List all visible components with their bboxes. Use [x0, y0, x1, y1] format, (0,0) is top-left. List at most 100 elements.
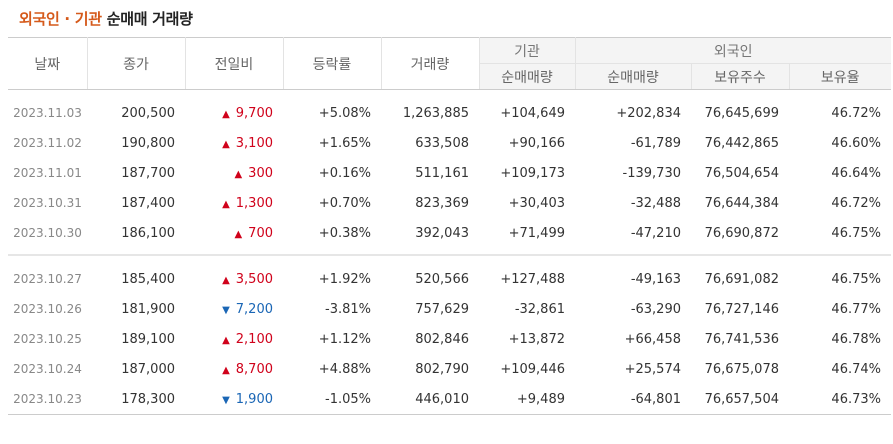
header-inst-group: 기관	[478, 37, 575, 64]
title-accent: 외국인 · 기관	[19, 10, 102, 28]
row-foreign-net: +202,834	[616, 105, 681, 121]
triangle-up-icon: ▲	[222, 108, 230, 120]
row-close: 189,100	[121, 331, 175, 347]
row-inst-net: +109,173	[500, 165, 565, 181]
row-close: 200,500	[121, 105, 175, 121]
row-volume: 802,846	[415, 331, 469, 347]
row-volume: 633,508	[415, 135, 469, 151]
row-rate: +5.08%	[318, 105, 371, 121]
triangle-down-icon: ▼	[222, 304, 230, 316]
row-inst-net: +13,872	[508, 331, 565, 347]
row-ratio: 46.73%	[789, 384, 891, 415]
row-date: 2023.10.31	[13, 196, 82, 210]
title-rest: 순매매 거래량	[106, 10, 193, 28]
row-close: 186,100	[121, 225, 175, 241]
header-foreign-group: 외국인	[574, 37, 891, 64]
row-date: 2023.10.30	[13, 226, 82, 240]
row-holdings: 76,442,865	[704, 135, 779, 151]
triangle-up-icon: ▲	[234, 168, 243, 180]
row-change-value: 3,100	[235, 135, 273, 151]
row-change: ▼ 1,900	[185, 384, 283, 415]
trading-table: 날짜 종가 전일비 등락률 거래량 기관 외국인 순매매량 순매매량 보유주수 …	[8, 37, 891, 415]
row-close: 190,800	[121, 135, 175, 151]
row-volume: 802,790	[415, 361, 469, 377]
row-change-value: 7,200	[235, 301, 273, 317]
row-holdings: 76,690,872	[704, 225, 779, 241]
row-close: 178,300	[87, 384, 185, 415]
row-inst-net: +9,489	[479, 384, 575, 415]
row-date: 2023.11.02	[13, 136, 82, 150]
table-row: 2023.10.31 187,400 ▲ 1,300 +0.70% 823,369 +30,…	[8, 188, 891, 218]
row-date: 2023.11.03	[13, 106, 82, 120]
row-holdings: 76,645,699	[704, 105, 779, 121]
section-title: 외국인 · 기관 순매매 거래량	[19, 8, 193, 29]
row-foreign-net: -49,163	[630, 271, 681, 287]
row-rate: +1.12%	[318, 331, 371, 347]
table-body: 2023.11.03 200,500 ▲ 9,700 +5.08% 1,263,885 +1…	[8, 90, 891, 415]
row-change-value: 8,700	[235, 361, 273, 377]
row-ratio: 46.64%	[831, 165, 881, 181]
row-volume: 757,629	[415, 301, 469, 317]
row-volume: 823,369	[415, 195, 469, 211]
row-foreign-net: +25,574	[624, 361, 681, 377]
row-holdings: 76,675,078	[704, 361, 779, 377]
row-rate: +0.70%	[318, 195, 371, 211]
row-date: 2023.10.27	[13, 272, 82, 286]
row-date: 2023.10.26	[13, 302, 82, 316]
header-change: 전일비	[184, 37, 283, 90]
row-foreign-net: -32,488	[630, 195, 681, 211]
row-ratio: 46.72%	[831, 195, 881, 211]
header-date: 날짜	[8, 37, 87, 90]
header-ratio: 보유율	[788, 63, 891, 90]
row-date: 2023.10.23	[8, 384, 87, 415]
table-row: 2023.11.01 187,700 ▲ 300 +0.16% 511,161 +109,1…	[8, 158, 891, 188]
triangle-up-icon: ▲	[222, 198, 230, 210]
row-volume: 392,043	[415, 225, 469, 241]
row-change-value: 700	[248, 225, 273, 241]
row-rate: -3.81%	[325, 301, 371, 317]
row-close: 185,400	[121, 271, 175, 287]
row-close: 181,900	[121, 301, 175, 317]
row-change: ▼ 7,200	[185, 294, 283, 324]
row-inst-net: +90,166	[508, 135, 565, 151]
row-change: ▲ 2,100	[185, 324, 283, 354]
table-row: 2023.10.23 178,300 ▼ 1,900 -1.05% 446,010 +9,4…	[8, 384, 891, 415]
row-inst-net: +71,499	[508, 225, 565, 241]
row-volume: 1,263,885	[402, 105, 469, 121]
triangle-up-icon: ▲	[222, 138, 230, 150]
row-change-value: 2,100	[235, 331, 273, 347]
row-close: 187,000	[121, 361, 175, 377]
row-change-value: 9,700	[235, 105, 273, 121]
table-row: 2023.10.27 185,400 ▲ 3,500 +1.92% 520,566 +127…	[8, 264, 891, 294]
row-inst-net: +109,446	[500, 361, 565, 377]
row-volume: 511,161	[415, 165, 469, 181]
table-row: 2023.10.30 186,100 ▲ 700 +0.38% 392,043 +71,49…	[8, 218, 891, 248]
row-inst-net: +104,649	[500, 105, 565, 121]
table-row: 2023.10.24 187,000 ▲ 8,700 +4.88% 802,790 +109…	[8, 354, 891, 384]
row-ratio: 46.74%	[831, 361, 881, 377]
row-foreign-net: -47,210	[630, 225, 681, 241]
row-holdings: 76,504,654	[704, 165, 779, 181]
row-change: ▲ 9,700	[185, 98, 283, 128]
row-rate: +1.65%	[318, 135, 371, 151]
triangle-up-icon: ▲	[234, 228, 243, 240]
row-date: 2023.10.25	[13, 332, 82, 346]
table-row: 2023.11.02 190,800 ▲ 3,100 +1.65% 633,508 +90,…	[8, 128, 891, 158]
header-holdings: 보유주수	[690, 63, 789, 90]
row-ratio: 46.78%	[831, 331, 881, 347]
row-foreign-net: -63,290	[630, 301, 681, 317]
row-change: ▲ 1,300	[185, 188, 283, 218]
table-row: 2023.10.25 189,100 ▲ 2,100 +1.12% 802,846 +13,…	[8, 324, 891, 354]
header-volume: 거래량	[380, 37, 479, 90]
row-change: ▲ 3,100	[185, 128, 283, 158]
row-inst-net: -32,861	[514, 301, 565, 317]
row-date: 2023.11.01	[13, 166, 82, 180]
row-holdings: 76,741,536	[704, 331, 779, 347]
header-inst-net: 순매매량	[478, 63, 575, 90]
row-close: 187,700	[121, 165, 175, 181]
row-change: ▲ 700	[185, 218, 283, 248]
row-holdings: 76,691,082	[704, 271, 779, 287]
header-rate: 등락률	[282, 37, 381, 90]
row-close: 187,400	[121, 195, 175, 211]
row-ratio: 46.75%	[831, 225, 881, 241]
